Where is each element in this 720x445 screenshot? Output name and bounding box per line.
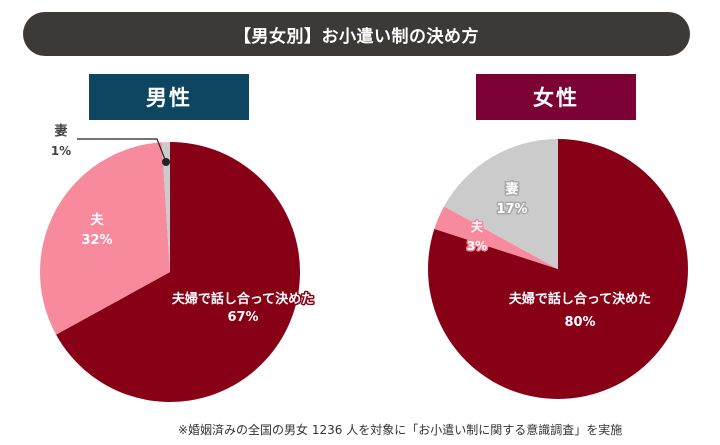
female-wife-label: 妻 xyxy=(505,181,518,197)
male-husband-label: 夫 xyxy=(90,212,104,228)
chart-title-bar: 【男女別】お小遣い制の決め方 xyxy=(23,12,690,56)
male-wife-value: 1% xyxy=(51,144,71,158)
female-slice-couple xyxy=(427,139,688,399)
female-chart-label: 女性 xyxy=(476,74,636,120)
survey-footnote: ※婚姻済みの全国の男女 1236 人を対象に「お小遣い制に関する意識調査」を実施 xyxy=(178,423,623,437)
chart-title: 【男女別】お小遣い制の決め方 xyxy=(234,26,479,47)
male-couple-label: 夫婦で話し合って決めた xyxy=(172,291,314,307)
male-slice-couple xyxy=(56,142,300,402)
male-husband-value: 32% xyxy=(81,233,112,248)
female-couple-label: 夫婦で話し合って決めた xyxy=(509,291,651,307)
male-couple-value: 67% xyxy=(227,310,258,325)
male-pie: 夫婦で話し合って決めた 67% 夫 32% 妻 1% xyxy=(40,123,316,402)
female-pie: 夫婦で話し合って決めた 80% 夫 3% 妻 17% xyxy=(427,139,688,399)
male-chart-title: 男性 xyxy=(146,86,192,110)
female-slice-wife xyxy=(444,139,558,269)
male-wife-label: 妻 xyxy=(54,123,67,139)
female-husband-label: 夫 xyxy=(470,219,484,234)
female-chart-title: 女性 xyxy=(533,86,579,110)
female-slice-husband xyxy=(434,206,558,269)
female-husband-value: 3% xyxy=(467,239,487,253)
female-couple-value: 80% xyxy=(564,315,595,330)
female-wife-value: 17% xyxy=(496,202,527,217)
male-chart-label: 男性 xyxy=(89,74,249,120)
male-wife-leader-line xyxy=(77,138,167,163)
male-slice-wife xyxy=(161,142,170,272)
male-slice-husband xyxy=(40,142,170,335)
